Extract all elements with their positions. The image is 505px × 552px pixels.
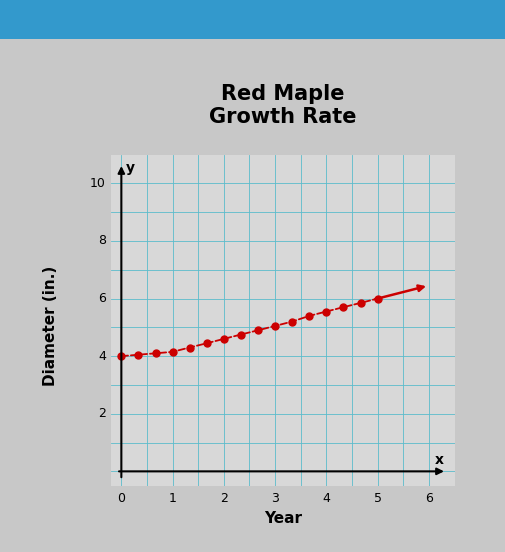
Text: 0: 0 <box>117 491 125 505</box>
Text: 3: 3 <box>271 491 279 505</box>
Text: 5: 5 <box>374 491 382 505</box>
Text: x: x <box>435 453 443 467</box>
Text: Red Maple
Growth Rate: Red Maple Growth Rate <box>209 84 357 127</box>
Text: 4: 4 <box>98 349 106 363</box>
Text: 4: 4 <box>322 491 330 505</box>
Text: 10: 10 <box>90 177 106 190</box>
Text: 2: 2 <box>98 407 106 420</box>
Text: y: y <box>126 161 135 174</box>
Text: 6: 6 <box>425 491 433 505</box>
Text: Year: Year <box>264 511 302 527</box>
Text: Diameter (in.): Diameter (in.) <box>43 266 58 386</box>
Text: 2: 2 <box>220 491 228 505</box>
Text: 8: 8 <box>98 235 106 247</box>
Text: 1: 1 <box>169 491 177 505</box>
Text: 6: 6 <box>98 292 106 305</box>
